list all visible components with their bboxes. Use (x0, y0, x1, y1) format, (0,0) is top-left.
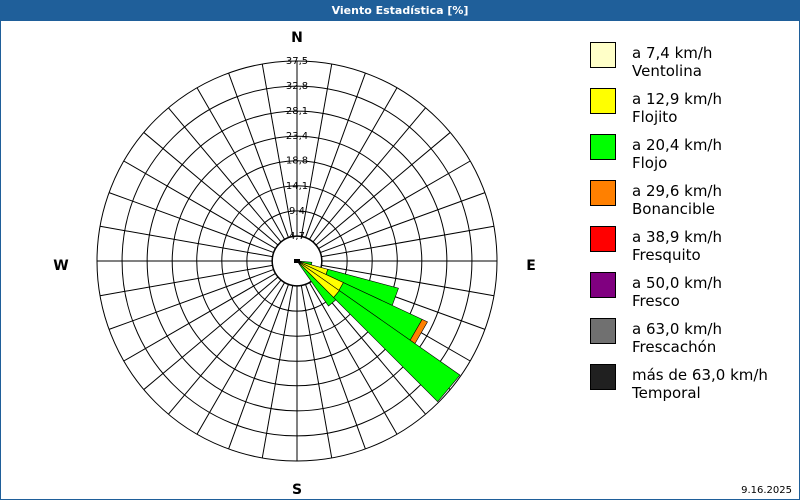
legend-range: más de 63,0 km/h (632, 366, 768, 384)
grid-ring (96, 60, 498, 462)
compass-east: E (526, 258, 536, 274)
legend-label: a 38,9 km/h Fresquito (632, 228, 722, 264)
legend-range: a 20,4 km/h (632, 136, 722, 154)
legend-swatch (590, 318, 616, 344)
grid-spoke (320, 192, 486, 253)
grid-spoke (143, 276, 279, 390)
compass-south: S (292, 482, 302, 498)
ring-label: 32,8 (286, 81, 308, 92)
grid-spoke (196, 282, 285, 435)
grid-spoke (108, 192, 274, 253)
grid-ring (121, 85, 473, 437)
legend-label: a 63,0 km/h Frescachón (632, 320, 722, 356)
legend-range: a 12,9 km/h (632, 90, 722, 108)
ring-label: 37,5 (286, 56, 308, 67)
grid-spoke (321, 225, 495, 258)
grid-spoke (309, 87, 398, 240)
legend-class-name: Flojo (632, 154, 668, 172)
grid-spoke (305, 72, 366, 238)
legend-range: a 29,6 km/h (632, 182, 722, 200)
legend-swatch (590, 88, 616, 114)
compass-north: N (291, 30, 303, 46)
legend-swatch (590, 272, 616, 298)
ring-label: 23,4 (286, 131, 308, 142)
grid-spoke (300, 63, 333, 237)
grid-spoke (228, 284, 289, 450)
legend-label: a 50,0 km/h Fresco (632, 274, 722, 310)
grid-spoke (123, 160, 276, 249)
legend-label: a 12,9 km/h Flojito (632, 90, 722, 126)
grid-spoke (99, 225, 273, 258)
ring-label: 14,1 (286, 181, 308, 192)
legend-class-name: Fresco (632, 292, 680, 310)
legend-label: a 20,4 km/h Flojo (632, 136, 722, 172)
legend-range: a 63,0 km/h (632, 320, 722, 338)
grid-spoke (123, 273, 276, 362)
wedge-130-flojo (333, 290, 461, 403)
legend-label: más de 63,0 km/h Temporal (632, 366, 768, 402)
legend-range: a 7,4 km/h (632, 44, 713, 62)
legend-class-name: Frescachón (632, 338, 717, 356)
grid-spoke (305, 284, 366, 450)
ring-label: 9,4 (289, 206, 305, 217)
window-title: Viento Estadística [%] (1, 1, 799, 21)
date-label: 9.16.2025 (741, 485, 792, 496)
grid-spoke (261, 63, 294, 237)
legend-class-name: Flojito (632, 108, 678, 126)
ring-label: 18,8 (286, 156, 308, 167)
legend-class-name: Ventolina (632, 62, 702, 80)
grid-spoke (315, 132, 451, 246)
legend-class-name: Bonancible (632, 200, 716, 218)
grid-spoke (108, 269, 274, 330)
legend-swatch (590, 226, 616, 252)
legend-class-name: Fresquito (632, 246, 701, 264)
grid-spoke (309, 282, 398, 435)
grid-spoke (300, 285, 333, 459)
compass-west: W (53, 258, 68, 274)
wedge-140-flojo (299, 263, 337, 307)
legend-swatch (590, 42, 616, 68)
grid-ring (221, 185, 373, 337)
ring-label: 28,1 (286, 106, 308, 117)
grid-spoke (228, 72, 289, 238)
center-mark (294, 259, 300, 263)
legend-label: a 29,6 km/h Bonancible (632, 182, 722, 218)
grid-spoke (312, 107, 426, 243)
legend-swatch (590, 180, 616, 206)
grid-spoke (261, 285, 294, 459)
grid-spoke (168, 107, 282, 243)
grid-ring (146, 110, 448, 412)
legend-range: a 38,9 km/h (632, 228, 722, 246)
legend-swatch (590, 364, 616, 390)
grid-spoke (196, 87, 285, 240)
grid-spoke (143, 132, 279, 246)
grid-ring (196, 160, 398, 362)
ring-label: 4,7 (289, 231, 305, 242)
legend-range: a 50,0 km/h (632, 274, 722, 292)
grid-spoke (168, 279, 282, 415)
grid-spoke (321, 264, 495, 297)
grid-spoke (99, 264, 273, 297)
grid-spoke (318, 160, 471, 249)
legend-class-name: Temporal (632, 384, 701, 402)
grid-ring (171, 135, 423, 387)
legend-label: a 7,4 km/h Ventolina (632, 44, 712, 80)
grid-ring (246, 210, 348, 312)
legend-swatch (590, 134, 616, 160)
